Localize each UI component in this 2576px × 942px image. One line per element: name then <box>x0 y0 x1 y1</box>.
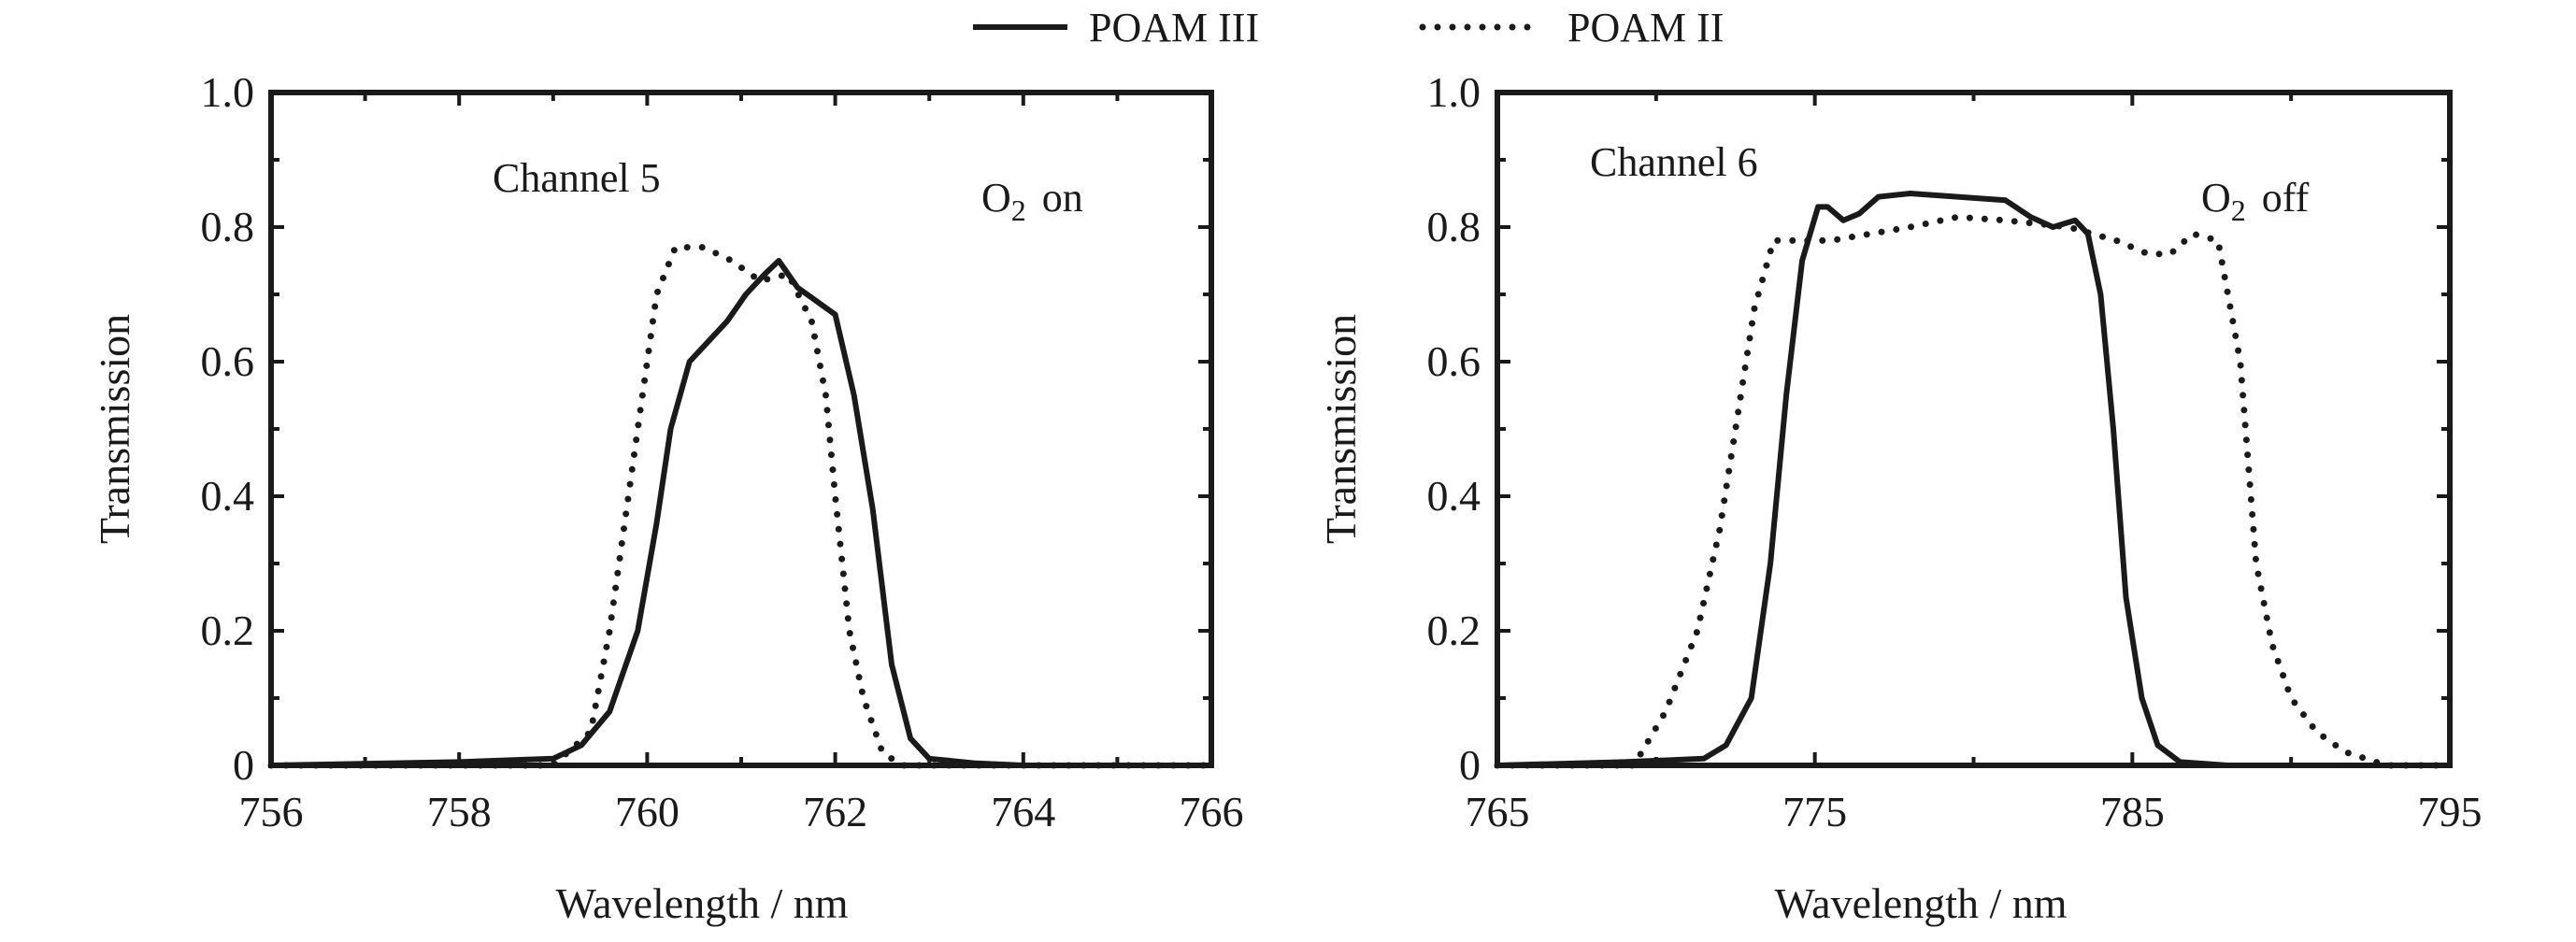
x-tick-label: 756 <box>239 788 304 835</box>
x-tick-label: 758 <box>427 788 492 835</box>
x-axis-label: Wavelength / nm <box>555 879 848 927</box>
x-axis-label: Wavelength / nm <box>1774 879 2067 927</box>
y-tick-label: 0.2 <box>1427 607 1481 654</box>
o2-subscript: 2 <box>1011 193 1026 227</box>
y-tick-label: 0.2 <box>201 607 255 654</box>
series-line-poam-iii <box>1496 191 2450 768</box>
x-tick-label: 766 <box>1180 788 1244 835</box>
y-tick-label: 0.8 <box>201 203 255 250</box>
y-tick-label: 0.8 <box>1427 203 1481 250</box>
o2-state: off <box>2252 175 2310 221</box>
y-tick-label: 1.0 <box>1427 68 1481 116</box>
y-axis-label: Transmission <box>1317 314 1365 544</box>
y-tick-label: 0 <box>233 741 254 789</box>
x-tick-label: 765 <box>1466 788 1530 835</box>
x-tick-label: 764 <box>991 788 1055 835</box>
o2-annotation: O2 on <box>981 175 1083 227</box>
legend-label-poam-ii: POAM II <box>1567 5 1724 50</box>
y-tick-label: 0.4 <box>1427 472 1481 520</box>
channel-annotation: Channel 5 <box>493 155 661 201</box>
channel-annotation: Channel 6 <box>1590 139 1758 185</box>
x-tick-label: 785 <box>2100 788 2165 835</box>
o2-subscript: 2 <box>2231 193 2246 227</box>
x-tick-label: 775 <box>1782 788 1847 835</box>
o2-state: on <box>1032 175 1083 221</box>
y-tick-label: 0.4 <box>201 472 255 520</box>
y-tick-label: 1.0 <box>201 68 255 116</box>
legend-label-poam-iii: POAM III <box>1089 5 1259 50</box>
y-tick-label: 0.6 <box>1427 337 1481 385</box>
x-tick-label: 762 <box>803 788 867 835</box>
x-tick-label: 795 <box>2418 788 2483 835</box>
y-tick-label: 0 <box>1459 741 1481 789</box>
x-tick-label: 760 <box>615 788 680 835</box>
panel-channel-5: 756 758 760 762 764 766 0 0.2 0.4 0.6 0.8 1.0 Wavele… <box>91 68 1244 927</box>
panel-channel-6: 765 775 785 795 0 0.2 0.4 0.6 0.8 1.0 Wavelength /… <box>1317 68 2483 927</box>
o2-main: O <box>981 175 1011 221</box>
y-tick-label: 0.6 <box>201 337 255 385</box>
series-line-poam-iii <box>270 258 1211 768</box>
series-line-poam-ii <box>1494 213 2454 769</box>
legend: POAM III POAM II <box>973 5 1724 50</box>
o2-annotation: O2 off <box>2201 175 2310 227</box>
y-axis-label: Transmission <box>91 314 138 544</box>
o2-main: O <box>2201 175 2231 221</box>
series-line-poam-ii <box>267 244 1215 769</box>
